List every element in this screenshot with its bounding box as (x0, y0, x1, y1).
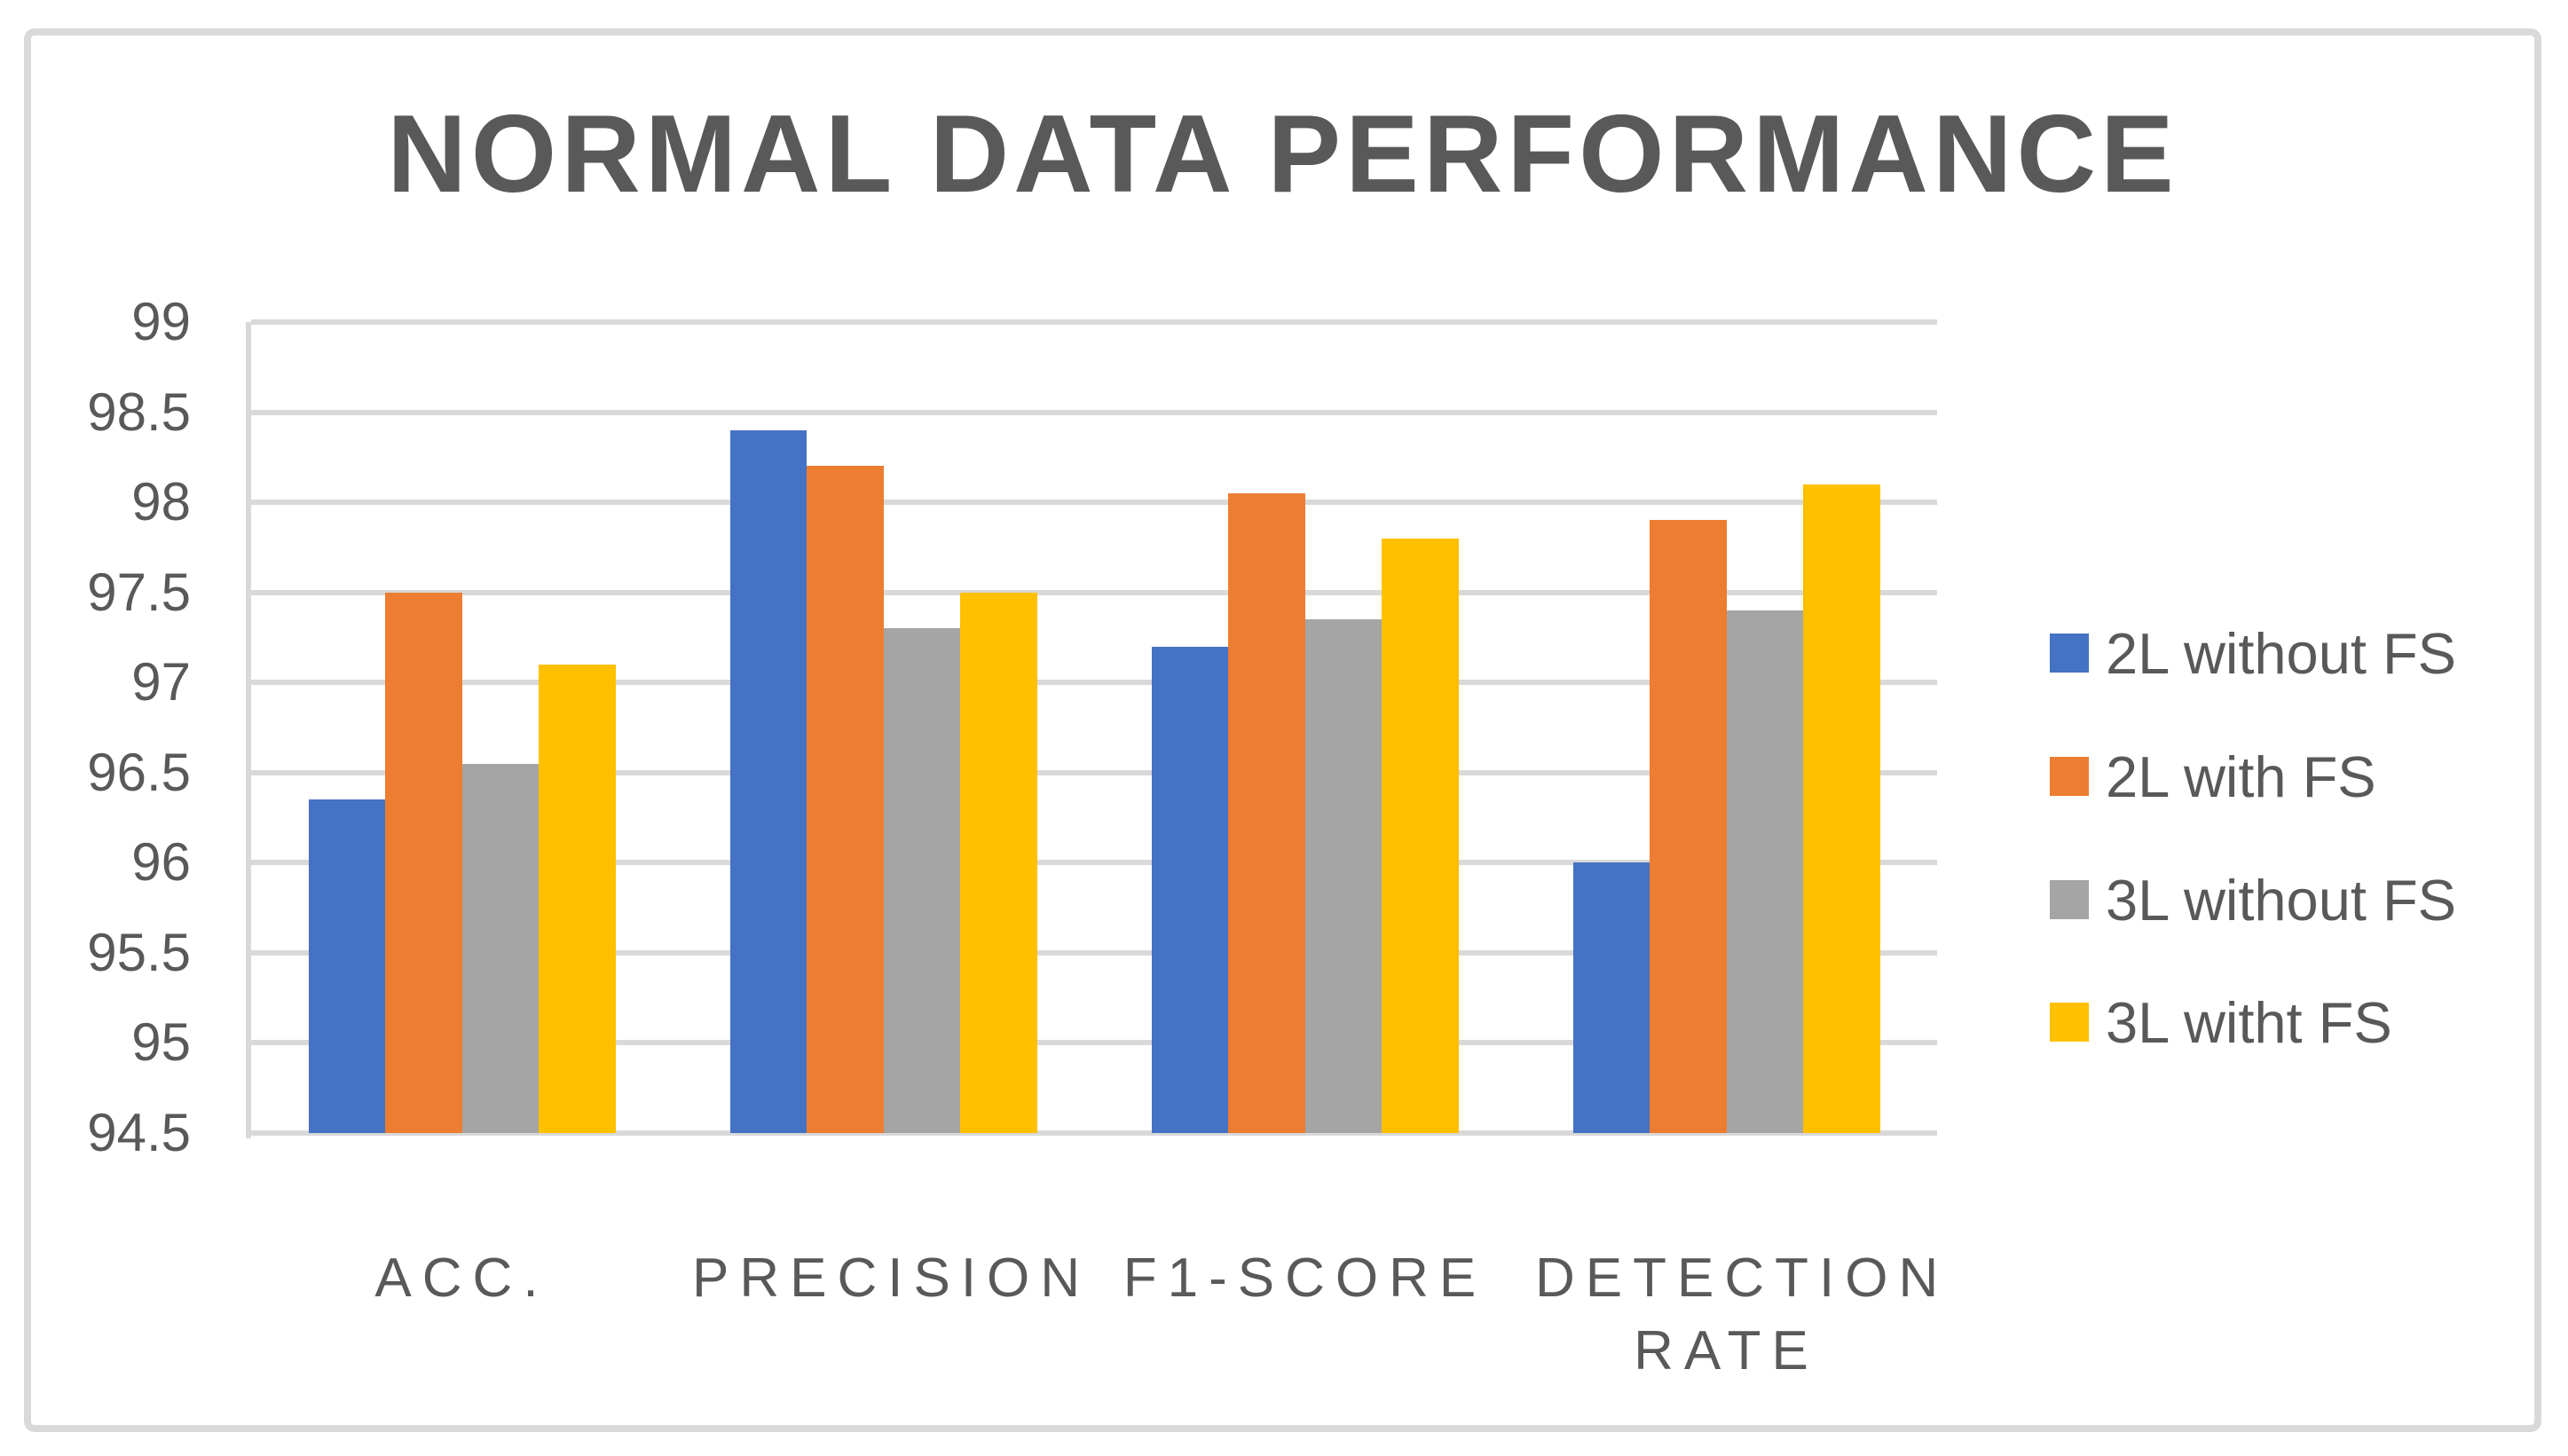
gridline (251, 860, 1937, 866)
bar-3l-without-fs-precision (883, 628, 960, 1133)
bar-3l-witht-fs-precision (960, 592, 1037, 1133)
legend-label: 2L with FS (2106, 744, 2376, 809)
x-axis-category-label: ACC. (374, 1247, 549, 1309)
y-axis-tick-label: 97.5 (87, 562, 191, 622)
gridline (251, 319, 1937, 325)
bar-3l-witht-fs-detection-rate (1803, 484, 1880, 1133)
y-axis-tick-label: 95 (131, 1012, 191, 1073)
legend-swatch-icon (2050, 1003, 2089, 1042)
legend-label: 2L without FS (2106, 620, 2457, 686)
legend-swatch-icon (2050, 634, 2089, 673)
y-axis-tick-label: 98 (131, 472, 191, 532)
gridline (251, 949, 1937, 956)
legend-swatch-icon (2050, 880, 2089, 919)
bar-3l-witht-fs-f1-score (1382, 538, 1459, 1133)
gridline (251, 500, 1937, 506)
y-axis-line (246, 322, 251, 1138)
bar-2l-with-fs-precision (807, 466, 884, 1133)
bar-3l-without-fs-f1-score (1304, 619, 1382, 1133)
legend-swatch-icon (2050, 757, 2089, 796)
chart-title: NORMAL DATA PERFORMANCE (387, 93, 2178, 216)
gridline (251, 769, 1937, 775)
y-axis-tick-label: 95.5 (87, 922, 191, 982)
bar-2l-with-fs-acc- (385, 592, 462, 1133)
bar-2l-with-fs-detection-rate (1650, 520, 1727, 1133)
bar-3l-witht-fs-acc- (539, 664, 616, 1133)
gridline (251, 680, 1937, 686)
legend-label: 3L without FS (2106, 867, 2457, 933)
y-axis-tick-label: 96 (131, 832, 191, 893)
bar-2l-without-fs-acc- (308, 799, 385, 1133)
legend-label: 3L witht FS (2106, 989, 2392, 1055)
y-axis-tick-label: 94.5 (87, 1103, 191, 1162)
legend-item: 3L without FS (2050, 863, 2456, 936)
gridline (251, 1040, 1937, 1046)
bar-3l-without-fs-detection-rate (1726, 610, 1803, 1133)
x-axis-category-label: DETECTION RATE (1535, 1247, 1950, 1381)
bar-2l-without-fs-f1-score (1151, 646, 1228, 1133)
gridline (251, 1130, 1937, 1136)
legend-item: 2L with FS (2050, 740, 2376, 813)
y-axis-tick-label: 97 (131, 652, 191, 712)
x-axis-category-label: F1-SCORE (1123, 1247, 1487, 1309)
bar-2l-with-fs-f1-score (1228, 492, 1305, 1133)
gridline (251, 409, 1937, 415)
y-axis-tick-label: 99 (131, 292, 191, 351)
legend-item: 2L without FS (2050, 617, 2456, 689)
gridline (251, 589, 1937, 595)
y-axis-tick-label: 96.5 (87, 742, 191, 802)
x-axis-category-label: PRECISION (692, 1247, 1091, 1309)
bar-2l-without-fs-detection-rate (1572, 862, 1650, 1133)
bar-2l-without-fs-precision (729, 429, 807, 1133)
y-axis-tick-label: 98.5 (87, 382, 191, 442)
legend-item: 3L witht FS (2050, 986, 2392, 1059)
bar-3l-without-fs-acc- (461, 763, 539, 1133)
